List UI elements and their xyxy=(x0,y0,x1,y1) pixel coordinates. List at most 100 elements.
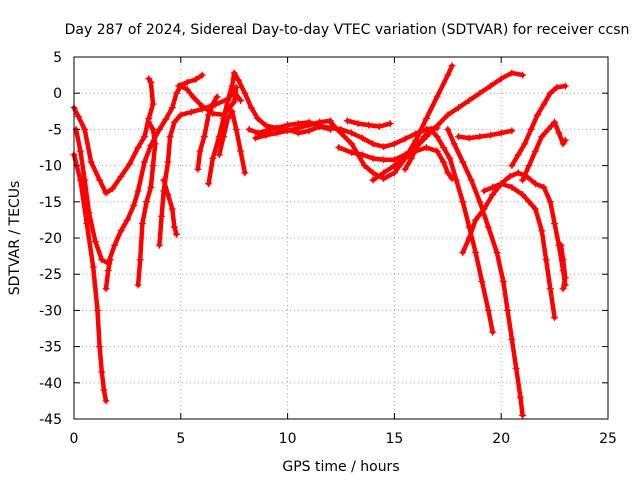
data-point xyxy=(87,158,95,166)
data-point xyxy=(102,189,110,197)
data-point xyxy=(89,263,97,271)
data-point xyxy=(472,248,480,256)
data-point xyxy=(508,127,516,135)
data-point xyxy=(149,125,157,133)
data-point xyxy=(561,136,569,144)
data-point xyxy=(149,100,157,108)
data-point xyxy=(484,306,492,314)
data-point xyxy=(422,144,430,151)
y-tick-label: -20 xyxy=(39,231,62,247)
data-point xyxy=(497,180,505,188)
y-axis-label: SDTVAR / TECUs xyxy=(7,181,23,296)
data-point xyxy=(91,238,99,246)
x-tick-label: 20 xyxy=(492,431,510,447)
data-point xyxy=(519,71,527,79)
y-tick-label: -45 xyxy=(39,412,62,428)
data-point xyxy=(177,111,185,119)
data-point xyxy=(183,86,191,94)
plot-series xyxy=(70,62,569,419)
data-point xyxy=(194,165,202,173)
data-point xyxy=(480,205,488,213)
series-line xyxy=(456,128,515,141)
data-point xyxy=(561,274,569,282)
data-point xyxy=(422,115,430,123)
data-point xyxy=(170,118,178,126)
data-point xyxy=(337,129,345,137)
data-point xyxy=(497,75,505,83)
data-point xyxy=(440,158,448,166)
data-point xyxy=(369,176,377,184)
data-point xyxy=(166,133,174,141)
data-point xyxy=(433,133,441,141)
data-point xyxy=(237,96,245,104)
x-tick-label: 15 xyxy=(385,431,403,447)
y-tick-label: -40 xyxy=(39,376,62,392)
series-track-16 xyxy=(343,117,394,131)
data-point xyxy=(493,248,501,256)
data-point xyxy=(145,75,153,83)
data-point xyxy=(93,306,101,314)
data-point xyxy=(369,154,377,162)
data-point xyxy=(134,187,142,195)
data-point xyxy=(559,256,567,264)
data-point xyxy=(444,169,452,177)
data-point xyxy=(484,223,492,231)
data-point xyxy=(343,117,351,125)
data-point xyxy=(478,277,486,285)
x-axis-label: GPS time / hours xyxy=(282,459,399,475)
data-point xyxy=(247,104,255,112)
series-track-9 xyxy=(194,93,221,173)
data-point xyxy=(465,134,473,142)
data-point xyxy=(433,93,441,101)
data-point xyxy=(168,205,176,213)
data-point xyxy=(237,147,245,155)
data-point xyxy=(183,78,191,86)
data-point xyxy=(467,176,475,184)
series-track-19 xyxy=(454,127,516,142)
chart-title: Day 287 of 2024, Sidereal Day-to-day VTE… xyxy=(65,22,630,38)
data-point xyxy=(380,156,388,164)
data-point xyxy=(147,78,155,86)
data-point xyxy=(521,140,529,148)
data-point xyxy=(538,133,546,141)
data-point xyxy=(559,140,567,148)
data-point xyxy=(433,122,441,130)
data-point xyxy=(173,89,181,97)
data-point xyxy=(540,183,548,191)
series-track-5 xyxy=(134,118,159,289)
data-point xyxy=(126,160,134,168)
y-tick-label: -35 xyxy=(39,340,62,356)
data-point xyxy=(542,256,550,264)
data-point xyxy=(316,118,324,126)
data-point xyxy=(241,169,249,177)
series-track-12 xyxy=(245,118,441,151)
series-line xyxy=(73,83,239,266)
data-point xyxy=(140,158,148,166)
data-point xyxy=(117,227,125,235)
data-point xyxy=(540,100,548,108)
data-point xyxy=(369,140,377,148)
data-point xyxy=(360,162,368,170)
data-point xyxy=(83,220,91,228)
data-point xyxy=(230,98,238,106)
data-point xyxy=(459,198,467,206)
data-point xyxy=(534,111,542,119)
data-point xyxy=(254,115,262,123)
data-point xyxy=(305,121,313,129)
data-point xyxy=(459,248,467,256)
data-point xyxy=(375,123,383,131)
data-point xyxy=(401,135,409,143)
data-point xyxy=(228,107,236,115)
data-point xyxy=(335,144,343,151)
data-point xyxy=(252,134,260,142)
data-point xyxy=(487,131,495,139)
data-point xyxy=(365,121,373,129)
data-point xyxy=(228,82,236,90)
series-track-7 xyxy=(160,176,181,238)
data-point xyxy=(412,136,420,144)
data-point xyxy=(514,151,522,159)
data-point xyxy=(155,125,163,133)
data-point xyxy=(544,125,552,133)
data-point xyxy=(454,104,462,112)
